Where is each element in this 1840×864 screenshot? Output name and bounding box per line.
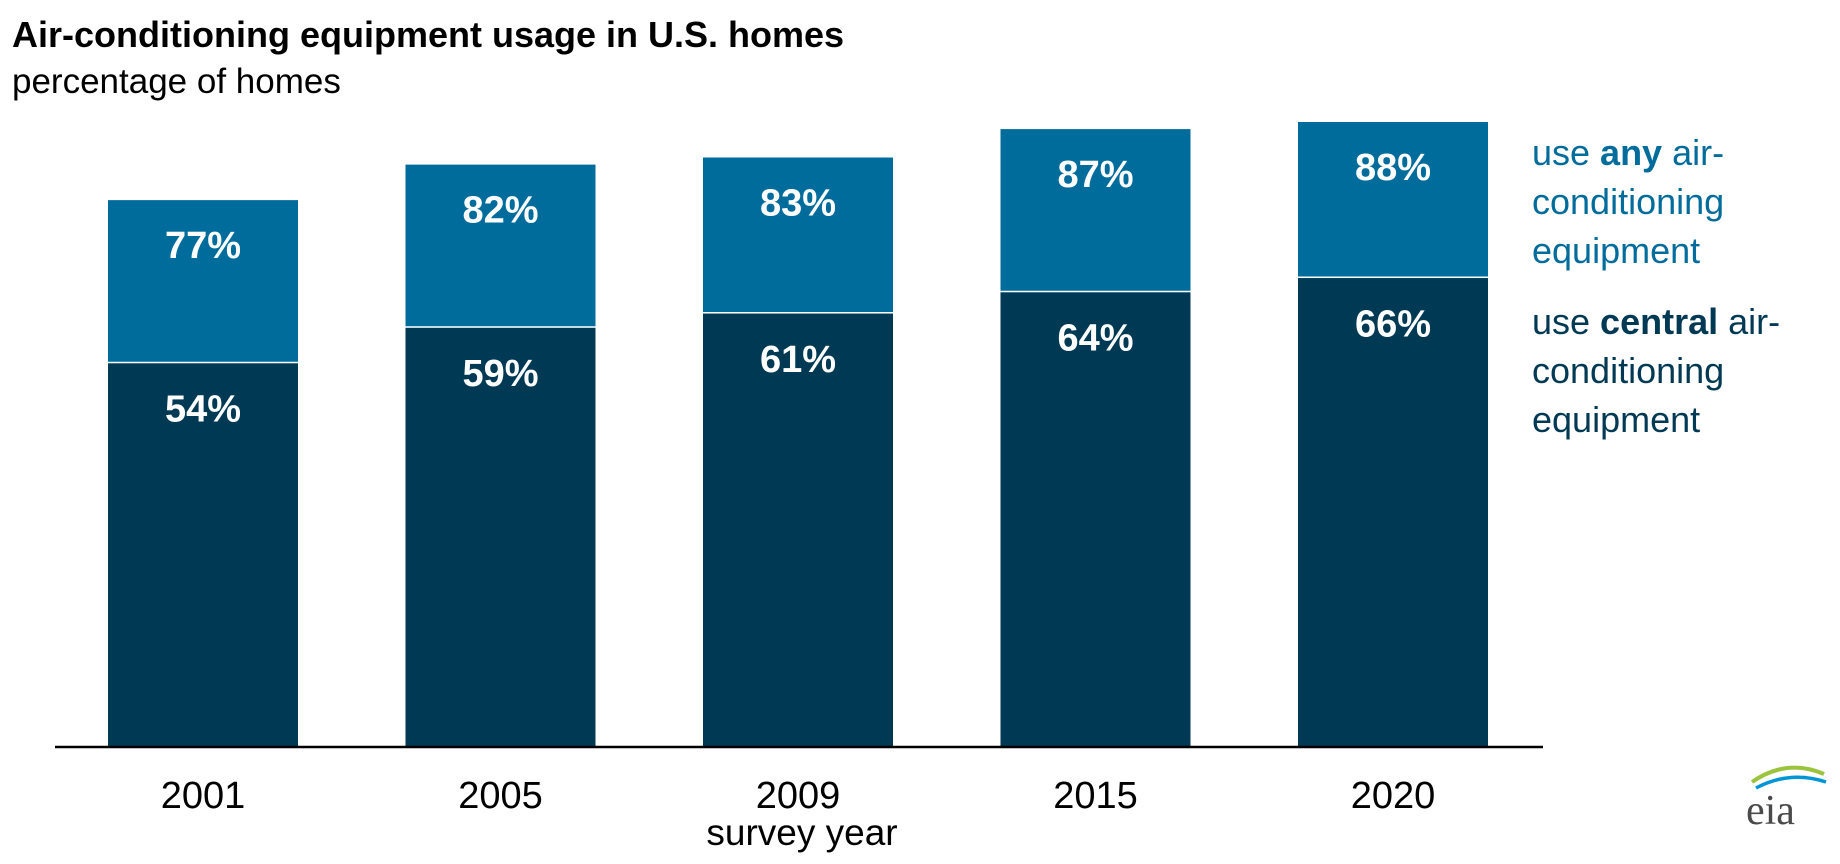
legend-any-emphasis: any — [1600, 132, 1663, 173]
data-label-central-2001: 54% — [165, 388, 241, 430]
bar-central-2001 — [108, 363, 298, 747]
data-label-central-2005: 59% — [462, 353, 538, 395]
legend-entry-any: use any air-conditioning equipment — [1532, 128, 1832, 275]
chart-subtitle: percentage of homes — [12, 62, 341, 101]
bar-central-2015 — [1000, 292, 1191, 747]
legend-any-suffix: air-conditioning equipment — [1532, 132, 1725, 271]
legend-entry-central: use central air-conditioning equipment — [1532, 297, 1832, 444]
svg-text:eia: eia — [1746, 788, 1795, 830]
data-label-any-2001: 77% — [165, 225, 241, 267]
chart-title: Air-conditioning equipment usage in U.S.… — [12, 14, 845, 55]
data-label-central-2009: 61% — [760, 339, 836, 381]
x-tick-label-2005: 2005 — [458, 775, 543, 817]
data-label-any-2009: 83% — [760, 183, 836, 225]
bar-central-2020 — [1298, 278, 1488, 747]
data-label-any-2020: 88% — [1355, 147, 1431, 189]
x-tick-label-2020: 2020 — [1351, 775, 1436, 817]
bar-central-2009 — [703, 313, 893, 747]
x-tick-label-2001: 2001 — [161, 775, 246, 817]
x-tick-label-2009: 2009 — [756, 775, 841, 817]
x-axis-title: survey year — [706, 812, 897, 853]
bar-central-2005 — [405, 327, 596, 747]
legend-central-emphasis: central — [1600, 301, 1719, 342]
data-label-any-2015: 87% — [1057, 154, 1133, 196]
data-label-any-2005: 82% — [462, 190, 538, 232]
x-tick-label-2015: 2015 — [1053, 775, 1138, 817]
legend-central-suffix: air-conditioning equipment — [1532, 301, 1781, 440]
legend-central-prefix: use — [1532, 301, 1601, 342]
data-label-central-2020: 66% — [1355, 303, 1431, 345]
legend-any-prefix: use — [1532, 132, 1601, 173]
data-label-central-2015: 64% — [1057, 317, 1133, 359]
eia-logo: eia — [1746, 765, 1827, 830]
